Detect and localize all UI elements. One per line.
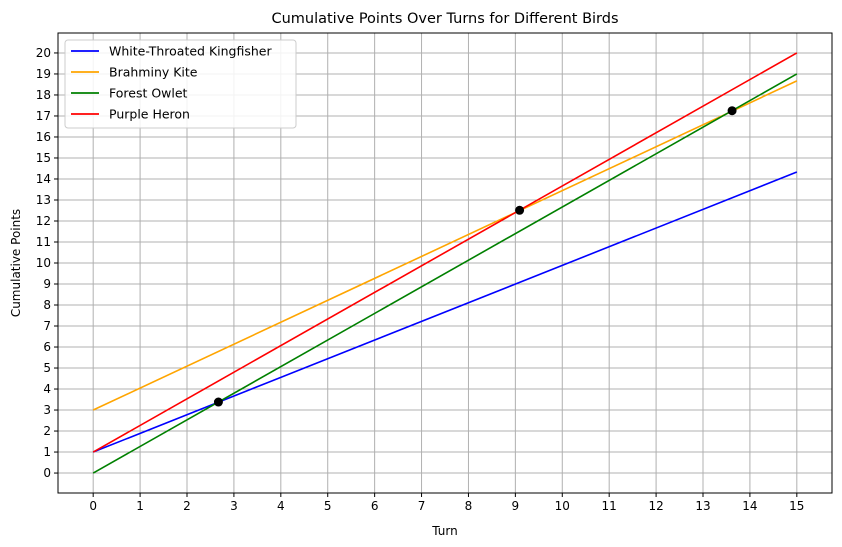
y-tick-label: 19 bbox=[36, 67, 51, 81]
y-tick-label: 12 bbox=[36, 214, 51, 228]
y-tick-label: 3 bbox=[43, 403, 51, 417]
series-group bbox=[92, 52, 798, 474]
x-tick-label: 2 bbox=[183, 499, 191, 513]
x-tick-label: 0 bbox=[89, 499, 97, 513]
legend-label: Purple Heron bbox=[109, 107, 190, 122]
x-tick-label: 5 bbox=[324, 499, 332, 513]
series-line bbox=[92, 73, 798, 474]
y-tick-label: 0 bbox=[43, 466, 51, 480]
intersection-points bbox=[213, 106, 737, 407]
x-tick-label: 4 bbox=[277, 499, 285, 513]
y-tick-label: 16 bbox=[36, 130, 51, 144]
x-tick-label: 7 bbox=[418, 499, 426, 513]
intersection-point bbox=[727, 106, 737, 116]
x-tick-label: 14 bbox=[742, 499, 757, 513]
y-tick-label: 14 bbox=[36, 172, 51, 186]
x-tick-label: 12 bbox=[648, 499, 663, 513]
y-tick-label: 17 bbox=[36, 109, 51, 123]
x-tick-label: 11 bbox=[602, 499, 617, 513]
series-line bbox=[92, 80, 798, 411]
x-axis-label: Turn bbox=[431, 524, 457, 538]
y-tick-label: 10 bbox=[36, 256, 51, 270]
y-tick-label: 7 bbox=[43, 319, 51, 333]
x-tick-label: 9 bbox=[512, 499, 520, 513]
x-tick-label: 8 bbox=[465, 499, 473, 513]
y-tick-label: 8 bbox=[43, 298, 51, 312]
x-tick-label: 6 bbox=[371, 499, 379, 513]
y-tick-label: 9 bbox=[43, 277, 51, 291]
y-tick-label: 2 bbox=[43, 424, 51, 438]
y-axis-label: Cumulative Points bbox=[9, 209, 23, 317]
chart-title: Cumulative Points Over Turns for Differe… bbox=[271, 11, 618, 27]
y-tick-label: 6 bbox=[43, 340, 51, 354]
x-tick-label: 1 bbox=[136, 499, 144, 513]
x-tick-label: 13 bbox=[695, 499, 710, 513]
y-tick-label: 15 bbox=[36, 151, 51, 165]
legend-label: Brahminy Kite bbox=[109, 65, 198, 80]
y-tick-label: 18 bbox=[36, 88, 51, 102]
intersection-point bbox=[213, 397, 223, 407]
x-tick-label: 10 bbox=[555, 499, 570, 513]
y-tick-label: 1 bbox=[43, 445, 51, 459]
legend-box bbox=[64, 39, 297, 129]
series-line bbox=[92, 52, 798, 453]
x-tick-label: 3 bbox=[230, 499, 238, 513]
y-tick-label: 11 bbox=[36, 235, 51, 249]
legend: White-Throated Kingfisher Brahminy Kite Fo… bbox=[64, 39, 297, 129]
series-line bbox=[92, 171, 798, 453]
y-tick-label: 20 bbox=[36, 46, 51, 60]
y-tick-label: 5 bbox=[43, 361, 51, 375]
legend-label: Forest Owlet bbox=[109, 86, 188, 101]
y-tick-label: 4 bbox=[43, 382, 51, 396]
x-axis-ticks: 0 1 2 3 4 5 6 7 8 9 10 11 12 13 14 15 bbox=[89, 493, 804, 513]
intersection-point bbox=[515, 205, 525, 215]
y-tick-label: 13 bbox=[36, 193, 51, 207]
x-tick-label: 15 bbox=[789, 499, 804, 513]
legend-label: White-Throated Kingfisher bbox=[109, 44, 272, 59]
